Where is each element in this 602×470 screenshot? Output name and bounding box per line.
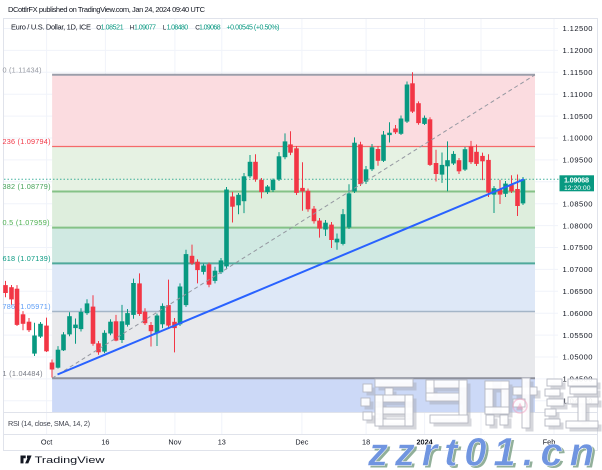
svg-text:1.09068: 1.09068 — [564, 175, 589, 184]
svg-text:786 (1.05971): 786 (1.05971) — [3, 302, 51, 311]
svg-text:1.10000: 1.10000 — [563, 134, 593, 143]
svg-text:+0.00545 (+0.50%): +0.00545 (+0.50%) — [227, 25, 280, 32]
svg-text:zzrt01.cn: zzrt01.cn — [370, 433, 599, 470]
svg-text:zzrt01.cn: zzrt01.cn — [367, 431, 596, 470]
svg-text:RSI (14, close, SMA, 14, 2): RSI (14, close, SMA, 14, 2) — [8, 419, 90, 428]
svg-text:1.08521: 1.08521 — [101, 25, 124, 32]
svg-text:0.5 (1.07959): 0.5 (1.07959) — [3, 218, 50, 227]
svg-text:Euro / U.S. Dollar, 1D, ICE: Euro / U.S. Dollar, 1D, ICE — [11, 23, 91, 32]
svg-text:Dec: Dec — [295, 437, 308, 446]
svg-text:18: 18 — [362, 437, 370, 446]
svg-text:O: O — [96, 25, 101, 32]
svg-text:H: H — [130, 25, 135, 32]
svg-text:382 (1.08779): 382 (1.08779) — [3, 182, 51, 191]
svg-text:1.05000: 1.05000 — [563, 353, 593, 362]
svg-text:15: 15 — [477, 437, 485, 446]
svg-text:1.09068: 1.09068 — [199, 25, 221, 32]
svg-text:1.05500: 1.05500 — [563, 331, 593, 340]
svg-text:1 (1.04484): 1 (1.04484) — [3, 369, 43, 378]
svg-text:1.11500: 1.11500 — [563, 68, 593, 77]
svg-text:Oct: Oct — [41, 437, 52, 446]
svg-text:1.07500: 1.07500 — [563, 243, 593, 252]
svg-text:1.06500: 1.06500 — [563, 287, 593, 296]
svg-text:13: 13 — [218, 437, 226, 446]
svg-text:1.08480: 1.08480 — [167, 25, 189, 32]
svg-text:Feb: Feb — [543, 437, 556, 446]
svg-text:L: L — [163, 25, 167, 32]
svg-text:0 (1.11434): 0 (1.11434) — [3, 65, 42, 74]
svg-text:1.06000: 1.06000 — [563, 309, 593, 318]
svg-text:16: 16 — [101, 437, 109, 446]
svg-text:1.08500: 1.08500 — [563, 199, 593, 208]
svg-text:1.09077: 1.09077 — [134, 25, 156, 32]
svg-text:1.12500: 1.12500 — [563, 24, 593, 33]
svg-text:1.07000: 1.07000 — [563, 265, 593, 274]
svg-text:1.09500: 1.09500 — [563, 156, 593, 165]
svg-text:1.10500: 1.10500 — [563, 112, 593, 121]
svg-text:1.08000: 1.08000 — [563, 221, 593, 230]
svg-text:618 (1.07139): 618 (1.07139) — [3, 254, 51, 263]
svg-text:Nov: Nov — [168, 437, 181, 446]
svg-text:236 (1.09794): 236 (1.09794) — [3, 137, 51, 146]
svg-text:C: C — [195, 25, 200, 32]
svg-text:DCottlrFX published on Trading: DCottlrFX published on TradingView.com, … — [8, 5, 206, 14]
svg-text:1.11000: 1.11000 — [563, 90, 593, 99]
svg-text:TradingView: TradingView — [35, 455, 105, 466]
svg-text:2024: 2024 — [416, 437, 433, 446]
svg-text:1.12000: 1.12000 — [563, 46, 593, 55]
svg-text:12:20:00: 12:20:00 — [564, 185, 591, 192]
